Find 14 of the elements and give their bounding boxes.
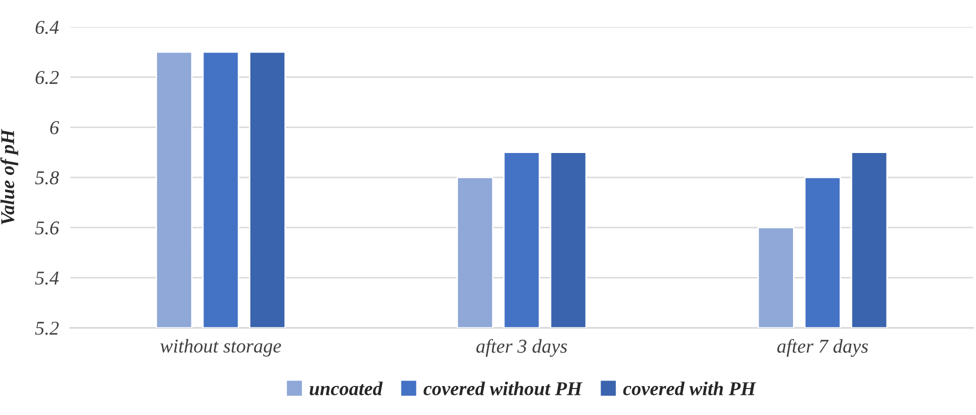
y-tick-label: 6 (50, 121, 60, 134)
x-tick-label: after 7 days (777, 338, 868, 357)
legend-label: covered with PH (623, 382, 756, 396)
y-tick-label: 6.4 (36, 20, 59, 34)
y-tick-label: 5.8 (35, 171, 59, 184)
y-tick-label: 5.6 (35, 221, 60, 235)
y-axis-title: Value of pH (0, 128, 18, 224)
legend-label: uncoated (310, 382, 383, 396)
y-tick-label: 5.4 (35, 272, 59, 285)
y-tick-label: 6.2 (36, 70, 59, 84)
x-tick-label: after 3 days (476, 338, 567, 357)
legend-label: covered without PH (424, 382, 583, 396)
y-tick-label: 5.2 (35, 322, 59, 335)
x-tick-label: without storage (160, 338, 282, 357)
